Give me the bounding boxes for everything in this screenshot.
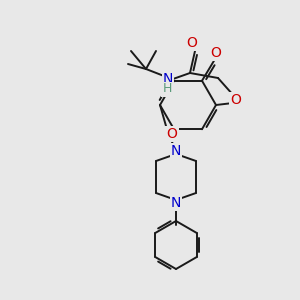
Text: N: N <box>163 72 173 86</box>
Text: N: N <box>171 144 181 158</box>
Text: O: O <box>187 36 197 50</box>
Text: N: N <box>171 196 181 210</box>
Text: O: O <box>211 46 221 60</box>
Text: O: O <box>167 127 177 141</box>
Text: H: H <box>162 82 172 95</box>
Text: O: O <box>231 93 242 107</box>
